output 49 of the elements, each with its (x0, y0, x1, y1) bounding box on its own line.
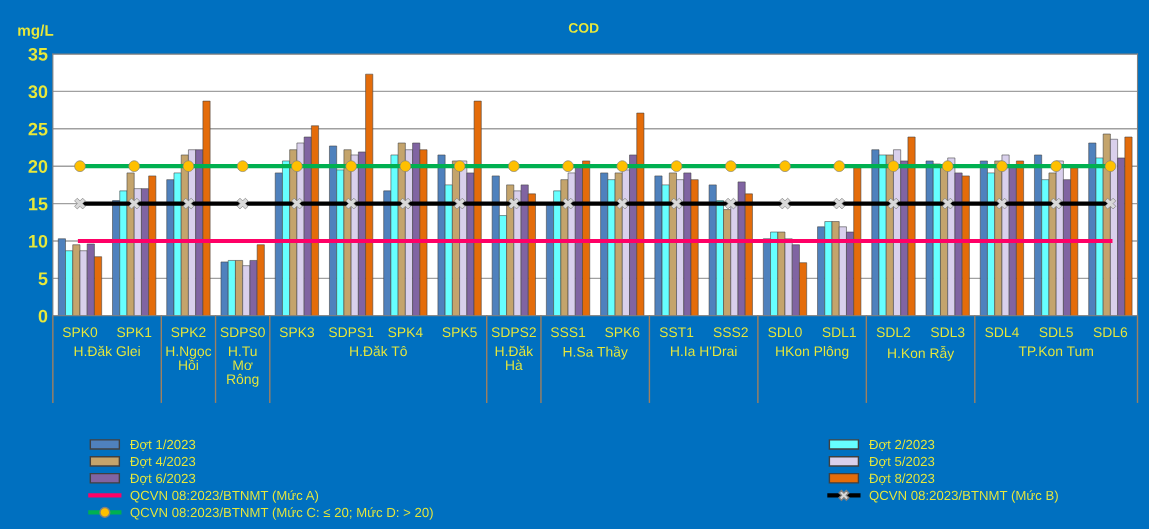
legend-label: Đợt 4/2023 (130, 456, 196, 468)
chart-title: COD (568, 22, 599, 33)
text: H.Kon Rẫy (888, 345, 955, 361)
legend-label: QCVN 08:2023/BTNMT (Mức C: ≤ 20; Mức D: > 20) (130, 507, 433, 520)
legend-label: QCVN 08:2023/BTNMT (Mức A) (130, 490, 319, 503)
text: H.Sa Thầy (563, 345, 628, 360)
x-tick-label: SDPS2 (491, 327, 536, 338)
x-tick-label: SST1 (659, 327, 694, 338)
text: HKon Plông (776, 345, 849, 359)
legend-label: QCVN 08:2023/BTNMT (Mức B) (869, 490, 1058, 503)
y-tick-label: 10 (29, 234, 48, 248)
x-tick-label: SPK1 (117, 327, 152, 338)
x-tick-label: SDPS0 (220, 327, 265, 338)
y-tick-label: 20 (28, 160, 48, 173)
y-tick-label: 5 (38, 272, 48, 286)
x-tick-label: SSS1 (550, 327, 586, 338)
x-tick-label: SPK5 (442, 327, 477, 338)
x-tick-label: SDL6 (1093, 327, 1128, 338)
text: H.Ia H'Drai (671, 345, 737, 357)
x-tick-label: SPK2 (171, 327, 206, 338)
y-tick-label: 30 (28, 85, 48, 99)
y-tick-label: 15 (29, 197, 48, 211)
text: H.Đăk Glei (74, 345, 140, 357)
x-tick-label: SDL0 (768, 327, 802, 338)
text: H.Đăk Tô (350, 345, 407, 357)
x-tick-label: SPK0 (62, 327, 98, 338)
y-tick-label: 0 (38, 309, 48, 323)
x-tick-label: SDL4 (985, 327, 1019, 338)
x-tick-label: SDL3 (930, 327, 965, 338)
x-tick-label: SDL1 (822, 327, 856, 338)
x-tick-label: SDL2 (876, 327, 911, 338)
text: H.Tu Mơ Rông (227, 346, 259, 387)
text: H.Đăk Hà (495, 345, 534, 371)
x-tick-label: SSS2 (713, 327, 748, 338)
legend-label: Đợt 6/2023 (130, 473, 196, 485)
legend-label: Đợt 8/2023 (869, 473, 935, 485)
text: H.Ngọc Hồi (166, 346, 212, 371)
legend-label: Đợt 5/2023 (869, 456, 935, 468)
y-tick-label: 25 (28, 122, 48, 136)
y-axis-title: mg/L (18, 24, 54, 39)
x-tick-label: SPK4 (388, 327, 423, 338)
x-tick-label: SPK3 (279, 327, 315, 338)
x-tick-label: SPK6 (605, 327, 640, 338)
legend-label: Đợt 2/2023 (869, 439, 935, 452)
legend-label: Đợt 1/2023 (130, 439, 196, 452)
text: TP.Kon Tum (1018, 346, 1093, 357)
x-tick-label: SDPS1 (328, 327, 374, 338)
y-tick-label: 35 (28, 47, 48, 61)
x-tick-label: SDL5 (1039, 327, 1073, 338)
